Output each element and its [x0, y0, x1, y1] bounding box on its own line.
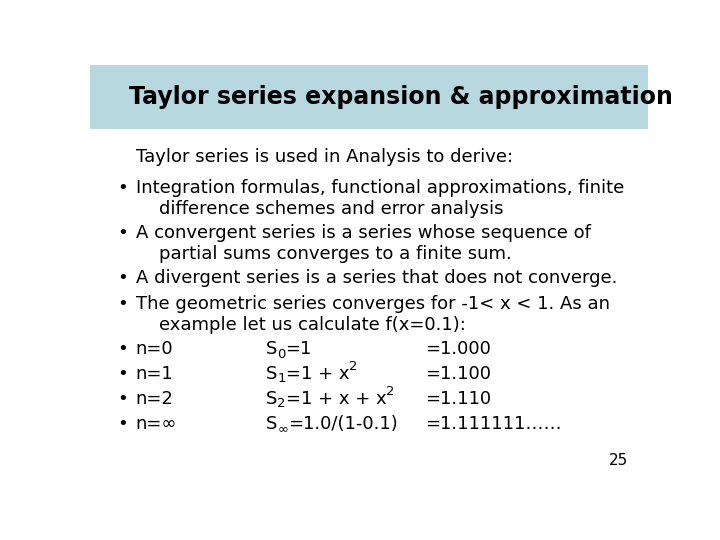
Text: A divergent series is a series that does not converge.: A divergent series is a series that does… — [136, 269, 617, 287]
Text: ∞: ∞ — [277, 422, 288, 435]
FancyBboxPatch shape — [90, 65, 648, 129]
Text: •: • — [117, 340, 127, 358]
Text: S: S — [266, 415, 277, 433]
Text: •: • — [117, 179, 127, 197]
Text: 2: 2 — [277, 397, 286, 410]
Text: S: S — [266, 365, 277, 383]
Text: n=1: n=1 — [136, 365, 174, 383]
Text: •: • — [117, 390, 127, 408]
Text: =1.110: =1.110 — [425, 390, 491, 408]
Text: =1.100: =1.100 — [425, 365, 491, 383]
Text: =1.0/(1-0.1): =1.0/(1-0.1) — [288, 415, 398, 433]
Text: 25: 25 — [609, 453, 629, 468]
Text: Taylor series is used in Analysis to derive:: Taylor series is used in Analysis to der… — [136, 148, 513, 166]
Text: 0: 0 — [277, 348, 286, 361]
Text: •: • — [117, 269, 127, 287]
Text: 1: 1 — [277, 373, 286, 386]
Text: •: • — [117, 415, 127, 433]
Text: •: • — [117, 224, 127, 242]
Text: Integration formulas, functional approximations, finite
    difference schemes a: Integration formulas, functional approxi… — [136, 179, 624, 218]
Text: =1 + x: =1 + x — [286, 365, 349, 383]
Text: =1 + x + x: =1 + x + x — [286, 390, 386, 408]
Text: n=∞: n=∞ — [136, 415, 177, 433]
Text: =1.111111……: =1.111111…… — [425, 415, 562, 433]
Text: Taylor series expansion & approximation: Taylor series expansion & approximation — [129, 85, 673, 109]
Text: n=0: n=0 — [136, 340, 174, 358]
Text: The geometric series converges for -1< x < 1. As an
    example let us calculate: The geometric series converges for -1< x… — [136, 295, 610, 334]
Text: A convergent series is a series whose sequence of
    partial sums converges to : A convergent series is a series whose se… — [136, 224, 590, 263]
Text: =1: =1 — [286, 340, 312, 358]
Text: =1.000: =1.000 — [425, 340, 490, 358]
Text: S: S — [266, 390, 277, 408]
Text: •: • — [117, 295, 127, 313]
Text: •: • — [117, 365, 127, 383]
Text: 2: 2 — [349, 360, 358, 373]
Text: S: S — [266, 340, 277, 358]
Text: 2: 2 — [386, 384, 395, 397]
Text: n=2: n=2 — [136, 390, 174, 408]
